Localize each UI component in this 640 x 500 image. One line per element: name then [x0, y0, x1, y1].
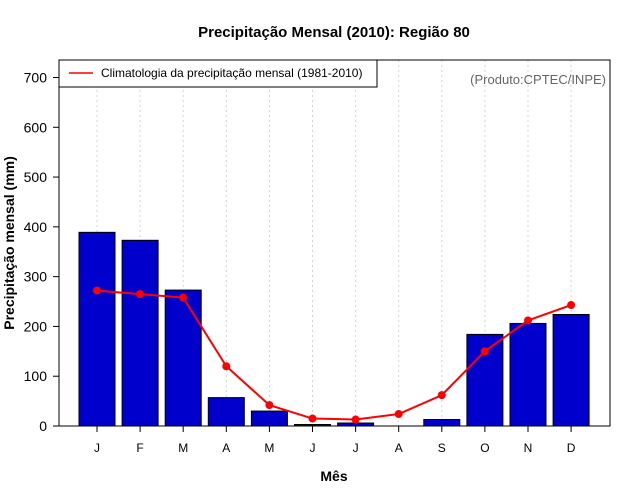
climatology-point-2: [136, 290, 145, 299]
chart-title: Precipitação Mensal (2010): Região 80: [198, 24, 470, 41]
climatology-point-9: [437, 391, 446, 400]
x-tick-label: N: [524, 441, 533, 455]
bar-1: [78, 231, 116, 427]
x-tick-label: M: [264, 441, 274, 455]
bars-group: [78, 231, 590, 427]
climatology-point-8: [394, 410, 403, 419]
x-tick-label: J: [353, 441, 359, 455]
y-tick-label: 100: [24, 368, 48, 384]
legend-entry-climatology: Climatologia da precipitação mensal (198…: [101, 66, 362, 80]
x-tick-label: S: [438, 441, 446, 455]
x-tick-label: J: [310, 441, 316, 455]
y-tick-label: 500: [24, 169, 48, 185]
bar-12: [552, 313, 590, 427]
y-axis: 0 100 200 300 400 500 600 700: [24, 70, 59, 434]
x-tick-label: A: [395, 441, 403, 455]
climatology-point-11: [524, 316, 532, 325]
climatology-point-5: [265, 401, 274, 410]
bar-2: [121, 239, 159, 427]
climatology-point-6: [308, 414, 317, 423]
climatology-point-1: [93, 286, 101, 295]
x-tick-label: F: [136, 441, 143, 455]
x-tick-label: O: [480, 441, 489, 455]
bar-4: [207, 397, 245, 427]
x-tick-label: M: [178, 441, 188, 455]
climatology-line-group: [93, 286, 576, 424]
climatology-line: [96, 289, 572, 421]
bar-3: [164, 289, 202, 427]
legend: Climatologia da precipitação mensal (198…: [58, 59, 378, 88]
x-axis-label: Mês: [320, 468, 347, 484]
y-tick-label: 600: [24, 119, 48, 135]
y-tick-label: 0: [39, 418, 47, 434]
y-tick-label: 700: [24, 70, 48, 86]
y-axis-label: Precipitação mensal (mm): [1, 156, 17, 330]
bar-5: [250, 410, 288, 427]
y-tick-label: 400: [24, 219, 48, 235]
credit-annotation: (Produto:CPTEC/INPE): [470, 72, 606, 87]
x-tick-label: D: [567, 441, 576, 455]
x-tick-label: J: [94, 441, 100, 455]
climatology-point-4: [222, 362, 231, 371]
y-tick-label: 200: [24, 318, 48, 334]
y-tick-label: 300: [24, 269, 48, 285]
legend-box: [58, 59, 378, 88]
climatology-point-7: [351, 415, 360, 424]
bar-11: [509, 322, 547, 427]
climatology-point-3: [179, 293, 188, 302]
climatology-point-10: [480, 347, 489, 356]
climatology-point-12: [567, 301, 576, 310]
x-tick-label: A: [222, 441, 230, 455]
bar-9: [423, 419, 461, 427]
